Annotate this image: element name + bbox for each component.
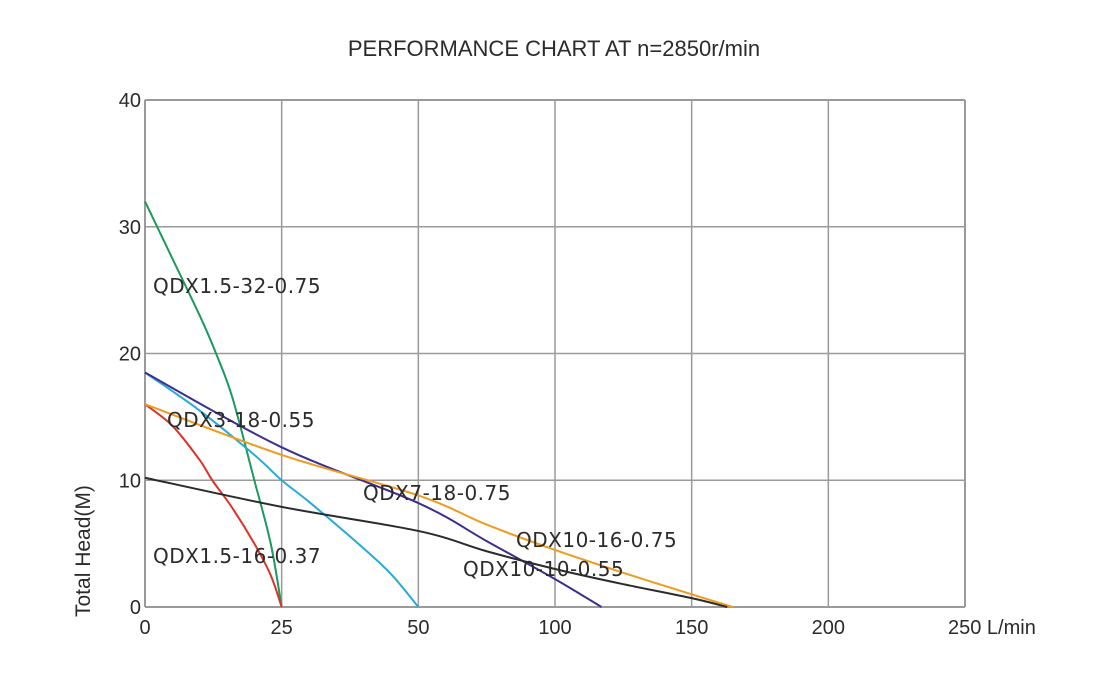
series-label: QDX3-18-0.55 <box>167 408 315 432</box>
y-tick-label: 10 <box>119 470 141 492</box>
y-tick-label: 40 <box>119 90 141 112</box>
y-tick-label: 0 <box>130 597 141 619</box>
chart-title: PERFORMANCE CHART AT n=2850r/min <box>347 36 761 61</box>
curve-qdx7-18-0_75 <box>144 371 602 608</box>
curve-qdx3-18-0_55 <box>144 371 420 608</box>
curve-qdx1_5-16-0_37 <box>144 403 283 608</box>
y-axis-label: Total Head(M) <box>72 485 95 617</box>
x-tick-label: 150 <box>675 617 708 639</box>
y-tick-label: 20 <box>119 344 141 366</box>
series-label: QDX1.5-16-0.37 <box>153 544 321 568</box>
curve-qdx10-16-0_75 <box>144 403 733 608</box>
series-label: QDX1.5-32-0.75 <box>153 274 321 298</box>
series-group <box>144 200 733 608</box>
y-tick-label: 30 <box>119 217 141 239</box>
x-tick-label: 50 <box>407 617 429 639</box>
axis-ticks: 0 25 50 100 150 200 250 L/min 0 10 20 30 40 <box>119 90 1036 639</box>
x-tick-label: 250 L/min <box>948 617 1036 639</box>
x-tick-label: 200 <box>812 617 845 639</box>
series-labels: QDX1.5-32-0.75 QDX1.5-16-0.37 QDX3-18-0.55… <box>153 274 677 581</box>
series-label: QDX7-18-0.75 <box>363 481 511 505</box>
curve-qdx10-10-0_55 <box>144 476 728 608</box>
x-tick-label: 100 <box>538 617 571 639</box>
curve-qdx1_5-32-0_75 <box>144 200 283 608</box>
x-tick-label: 0 <box>139 617 150 639</box>
x-tick-label: 25 <box>271 617 293 639</box>
series-label: QDX10-10-0.55 <box>463 557 624 581</box>
series-label: QDX10-16-0.75 <box>516 528 677 552</box>
